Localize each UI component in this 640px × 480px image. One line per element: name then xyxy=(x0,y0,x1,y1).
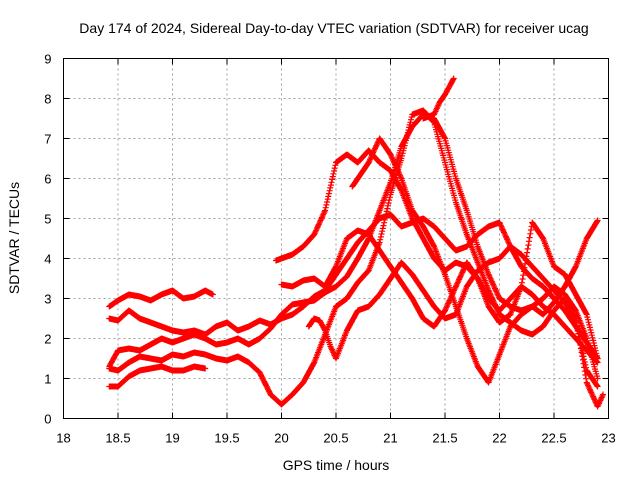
y-tick-label: 7 xyxy=(44,132,51,147)
series-7-plus-markers xyxy=(278,219,601,362)
x-tick-label: 22 xyxy=(492,431,506,446)
y-tick-label: 8 xyxy=(44,92,51,107)
y-tick-label: 5 xyxy=(44,212,51,227)
data-markers xyxy=(106,75,606,410)
y-tick-label: 0 xyxy=(44,412,51,427)
y-tick-label: 6 xyxy=(44,172,51,187)
series-5-markers xyxy=(106,363,209,390)
series-9-plus-markers xyxy=(349,135,601,386)
x-tick-label: 20.5 xyxy=(323,431,348,446)
x-tick-label: 22.5 xyxy=(541,431,566,446)
series-6-markers xyxy=(273,147,601,366)
series-8-markers xyxy=(305,243,606,410)
chart-title: Day 174 of 2024, Sidereal Day-to-day VTE… xyxy=(79,20,588,36)
axis-ticks: 18 18.5 19 19.5 20 20.5 21 21.5 22 22.5 2301234567… xyxy=(44,52,615,446)
x-tick-label: 20 xyxy=(274,431,288,446)
series-7-markers xyxy=(278,219,601,362)
y-axis-label: SDTVAR / TECUs xyxy=(6,182,22,294)
x-tick-label: 19 xyxy=(165,431,179,446)
grid-lines xyxy=(63,58,609,419)
x-tick-label: 21 xyxy=(383,431,397,446)
x-axis-label: GPS time / hours xyxy=(283,457,390,473)
series-10-markers xyxy=(420,75,457,122)
x-tick-label: 19.5 xyxy=(214,431,239,446)
x-tick-label: 18 xyxy=(56,431,70,446)
series-1-plus-markers xyxy=(106,287,216,310)
series-10-plus-markers xyxy=(420,75,457,122)
x-tick-label: 21.5 xyxy=(432,431,457,446)
y-tick-label: 4 xyxy=(44,252,51,267)
series-9-markers xyxy=(349,135,601,386)
y-tick-label: 1 xyxy=(44,372,51,387)
x-tick-label: 18.5 xyxy=(105,431,130,446)
y-tick-label: 9 xyxy=(44,52,51,67)
series-5-plus-markers xyxy=(106,363,209,390)
series-6-plus-markers xyxy=(273,147,601,366)
y-tick-label: 2 xyxy=(44,332,51,347)
y-tick-label: 3 xyxy=(44,292,51,307)
series-8-plus-markers xyxy=(305,243,606,410)
x-tick-label: 23 xyxy=(601,431,615,446)
series-1-markers xyxy=(106,287,216,310)
